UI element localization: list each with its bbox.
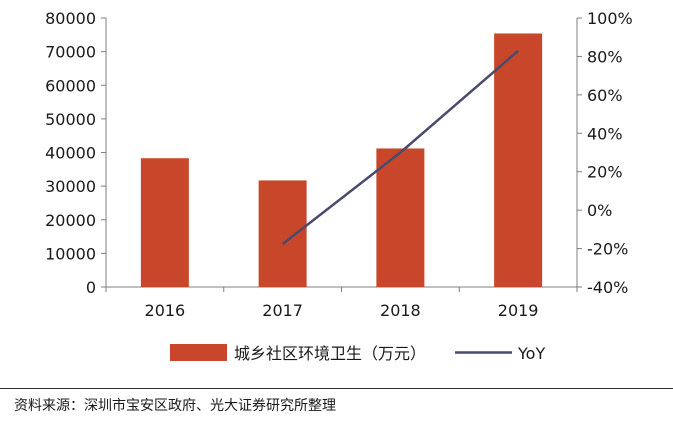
- legend: 城乡社区环境卫生（万元） YoY: [170, 344, 545, 363]
- y-right-tick-label: 20%: [587, 163, 623, 182]
- bar: [258, 180, 307, 287]
- y-right-tick-label: 100%: [587, 9, 633, 28]
- y-right-tick-label: 0%: [587, 201, 612, 220]
- bar-series: [140, 33, 543, 287]
- source-note: 资料来源：深圳市宝安区政府、光大证券研究所整理: [14, 398, 336, 414]
- y-right-tick-label: 40%: [587, 124, 623, 143]
- y-left-tick-label: 40000: [45, 144, 96, 163]
- divider: [0, 388, 673, 389]
- y-left-tick-label: 20000: [45, 211, 96, 230]
- x-tick-label: 2018: [380, 301, 421, 320]
- x-tick-label: 2016: [145, 301, 186, 320]
- yoy-series: [281, 49, 519, 245]
- y-left-tick-label: 80000: [45, 9, 96, 28]
- y-left-tick-label: 50000: [45, 110, 96, 129]
- y-right-tick-label: 60%: [587, 86, 623, 105]
- y-left-tick-label: 0: [86, 278, 96, 297]
- tick-labels: 0 10000 20000 30000 40000 50000 60000 70000 8000…: [45, 9, 633, 320]
- x-tick-label: 2017: [262, 301, 303, 320]
- y-left-tick-label: 30000: [45, 177, 96, 196]
- bar: [376, 148, 425, 287]
- y-left-tick-label: 10000: [45, 244, 96, 263]
- x-tick-label: 2019: [498, 301, 539, 320]
- legend-bar-swatch: [170, 344, 227, 361]
- legend-bar-label: 城乡社区环境卫生（万元）: [234, 344, 426, 363]
- bar: [140, 158, 189, 287]
- y-left-tick-label: 70000: [45, 43, 96, 62]
- bar: [494, 33, 543, 287]
- yoy-line: [281, 49, 519, 245]
- y-right-tick-label: 80%: [587, 47, 623, 66]
- legend-line-label: YoY: [517, 344, 545, 363]
- chart-svg: 0 10000 20000 30000 40000 50000 60000 70000 8000…: [45, 9, 633, 363]
- y-right-tick-label: -20%: [587, 240, 628, 259]
- y-left-tick-label: 60000: [45, 76, 96, 95]
- y-right-tick-label: -40%: [587, 278, 628, 297]
